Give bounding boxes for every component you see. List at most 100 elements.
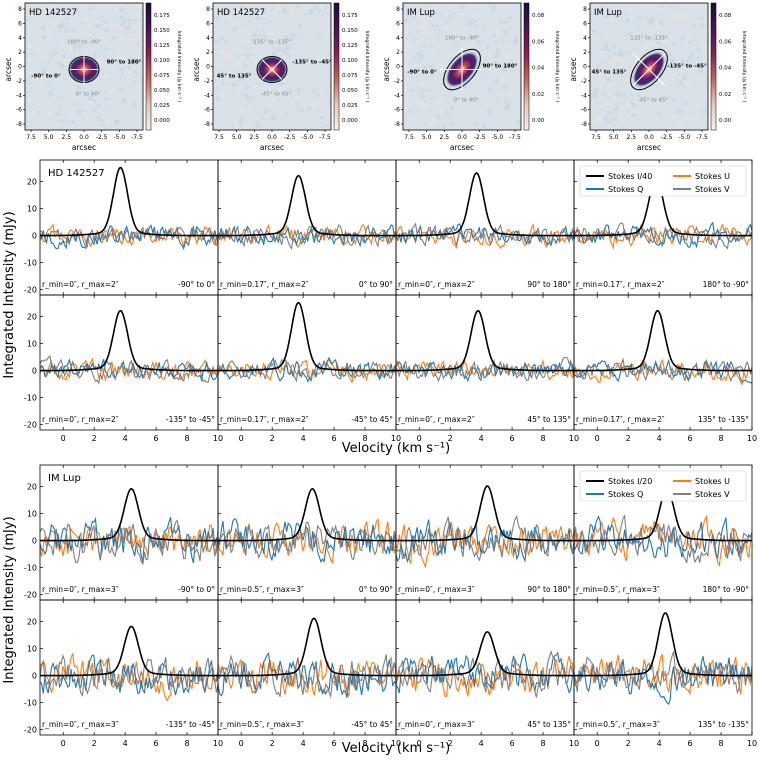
map-noise (27, 43, 32, 49)
map-noise (691, 27, 695, 30)
colorbar (523, 2, 530, 131)
map-noise (96, 115, 101, 120)
map-noise (83, 41, 88, 45)
map-noise (317, 8, 323, 14)
map-noise (688, 41, 691, 45)
radius-annotation: r_min=0.5″, r_max=3″ (220, 720, 304, 729)
map-noise (77, 39, 82, 44)
stokes-q-line (40, 654, 218, 696)
legend-label: Stokes U (695, 172, 730, 181)
map-noise (277, 97, 282, 102)
x-tick-label: 4 (479, 739, 484, 748)
map-noise (503, 19, 509, 25)
map-noise (494, 40, 498, 44)
radius-annotation: r_min=0.17″, r_max=2″ (220, 415, 309, 424)
map-noise (214, 38, 220, 44)
map-noise (617, 116, 623, 122)
map-noise (114, 119, 120, 125)
map-noise (121, 97, 127, 103)
map-noise (696, 47, 702, 53)
map-noise (120, 36, 125, 40)
series-group (574, 612, 752, 706)
wedge-label: 135° to -135° (630, 36, 668, 42)
wedge-label: -45° to 45° (261, 92, 292, 98)
map-noise (132, 69, 138, 75)
stokes-u-line (574, 653, 752, 696)
map-noise (300, 58, 304, 62)
map-noise (672, 14, 676, 17)
wedge-label: -90° to 0° (31, 74, 61, 80)
map-noise (122, 17, 127, 22)
map-noise (317, 34, 322, 39)
legend: Stokes I/40 Stokes Q Stokes U Stokes V (579, 165, 747, 197)
stokes-i-line (218, 487, 396, 542)
map-xtick-label: 7.5 (404, 134, 414, 141)
colorbar-tick-label: 0.100 (154, 58, 170, 64)
map-noise (221, 73, 225, 77)
x-tick-label: 4 (301, 434, 306, 443)
map-noise (284, 118, 288, 121)
map-noise (418, 57, 423, 62)
map-noise (701, 43, 706, 48)
map-noise (470, 18, 477, 24)
map-noise (606, 97, 610, 101)
map-noise (463, 31, 468, 36)
map-noise (269, 32, 274, 37)
map-noise (267, 102, 273, 108)
x-tick-label: 0 (239, 739, 244, 748)
wedge-annotation: 180° to -90° (703, 280, 750, 289)
map-noise (316, 112, 320, 116)
map-noise (319, 116, 324, 120)
map-noise (642, 44, 648, 50)
series-group (396, 485, 574, 569)
map-ytick-label: 2 (206, 49, 210, 56)
map-noise (120, 72, 124, 76)
stokes-v-line (218, 654, 396, 699)
map-noise (609, 17, 614, 22)
map-noise (295, 95, 300, 100)
map-noise (634, 37, 637, 40)
map-noise (630, 51, 634, 55)
colorbar-tick-label: 0.125 (154, 43, 170, 49)
map-noise (604, 45, 610, 52)
y-tick-label: 10 (27, 510, 37, 519)
map-noise (422, 65, 427, 70)
x-tick-label: 4 (123, 739, 128, 748)
map-noise (258, 124, 261, 127)
series-group (396, 172, 574, 250)
x-tick-label: 8 (362, 739, 367, 748)
wedge-annotation: 45° to 135° (527, 720, 571, 729)
map-noise (71, 102, 75, 106)
map-noise (465, 95, 471, 100)
map-noise (658, 5, 661, 8)
map-noise (233, 119, 239, 124)
map-noise (245, 53, 251, 59)
map-noise (299, 108, 304, 112)
y-axis-label: Integrated Intensity (mJy) (2, 211, 17, 378)
map-noise (625, 19, 630, 24)
map-noise (127, 22, 131, 26)
x-tick-label: 6 (154, 434, 159, 443)
map-noise (418, 26, 421, 29)
radius-annotation: r_min=0″, r_max=2″ (398, 415, 475, 424)
colorbar-tick-label: 0.06 (719, 39, 732, 45)
x-tick-label: 6 (688, 739, 693, 748)
map-ylabel: arcsec (382, 57, 391, 81)
colorbar-tick-label: 0.100 (342, 58, 358, 64)
map-noise (656, 99, 661, 104)
map-noise (422, 22, 429, 28)
map-noise (244, 29, 248, 34)
radius-annotation: r_min=0″, r_max=3″ (42, 585, 119, 594)
map-ytick-label: -4 (581, 92, 587, 99)
map-noise (65, 17, 70, 22)
x-tick-label: 10 (391, 434, 401, 443)
series-group (574, 177, 752, 250)
map-noise (668, 34, 672, 39)
map-noise (474, 34, 478, 38)
map-noise (408, 109, 413, 114)
radius-annotation: r_min=0.5″, r_max=3″ (220, 585, 304, 594)
map-xtick-label: 7.5 (591, 134, 601, 141)
map-noise (681, 75, 688, 81)
map-noise (87, 7, 91, 11)
